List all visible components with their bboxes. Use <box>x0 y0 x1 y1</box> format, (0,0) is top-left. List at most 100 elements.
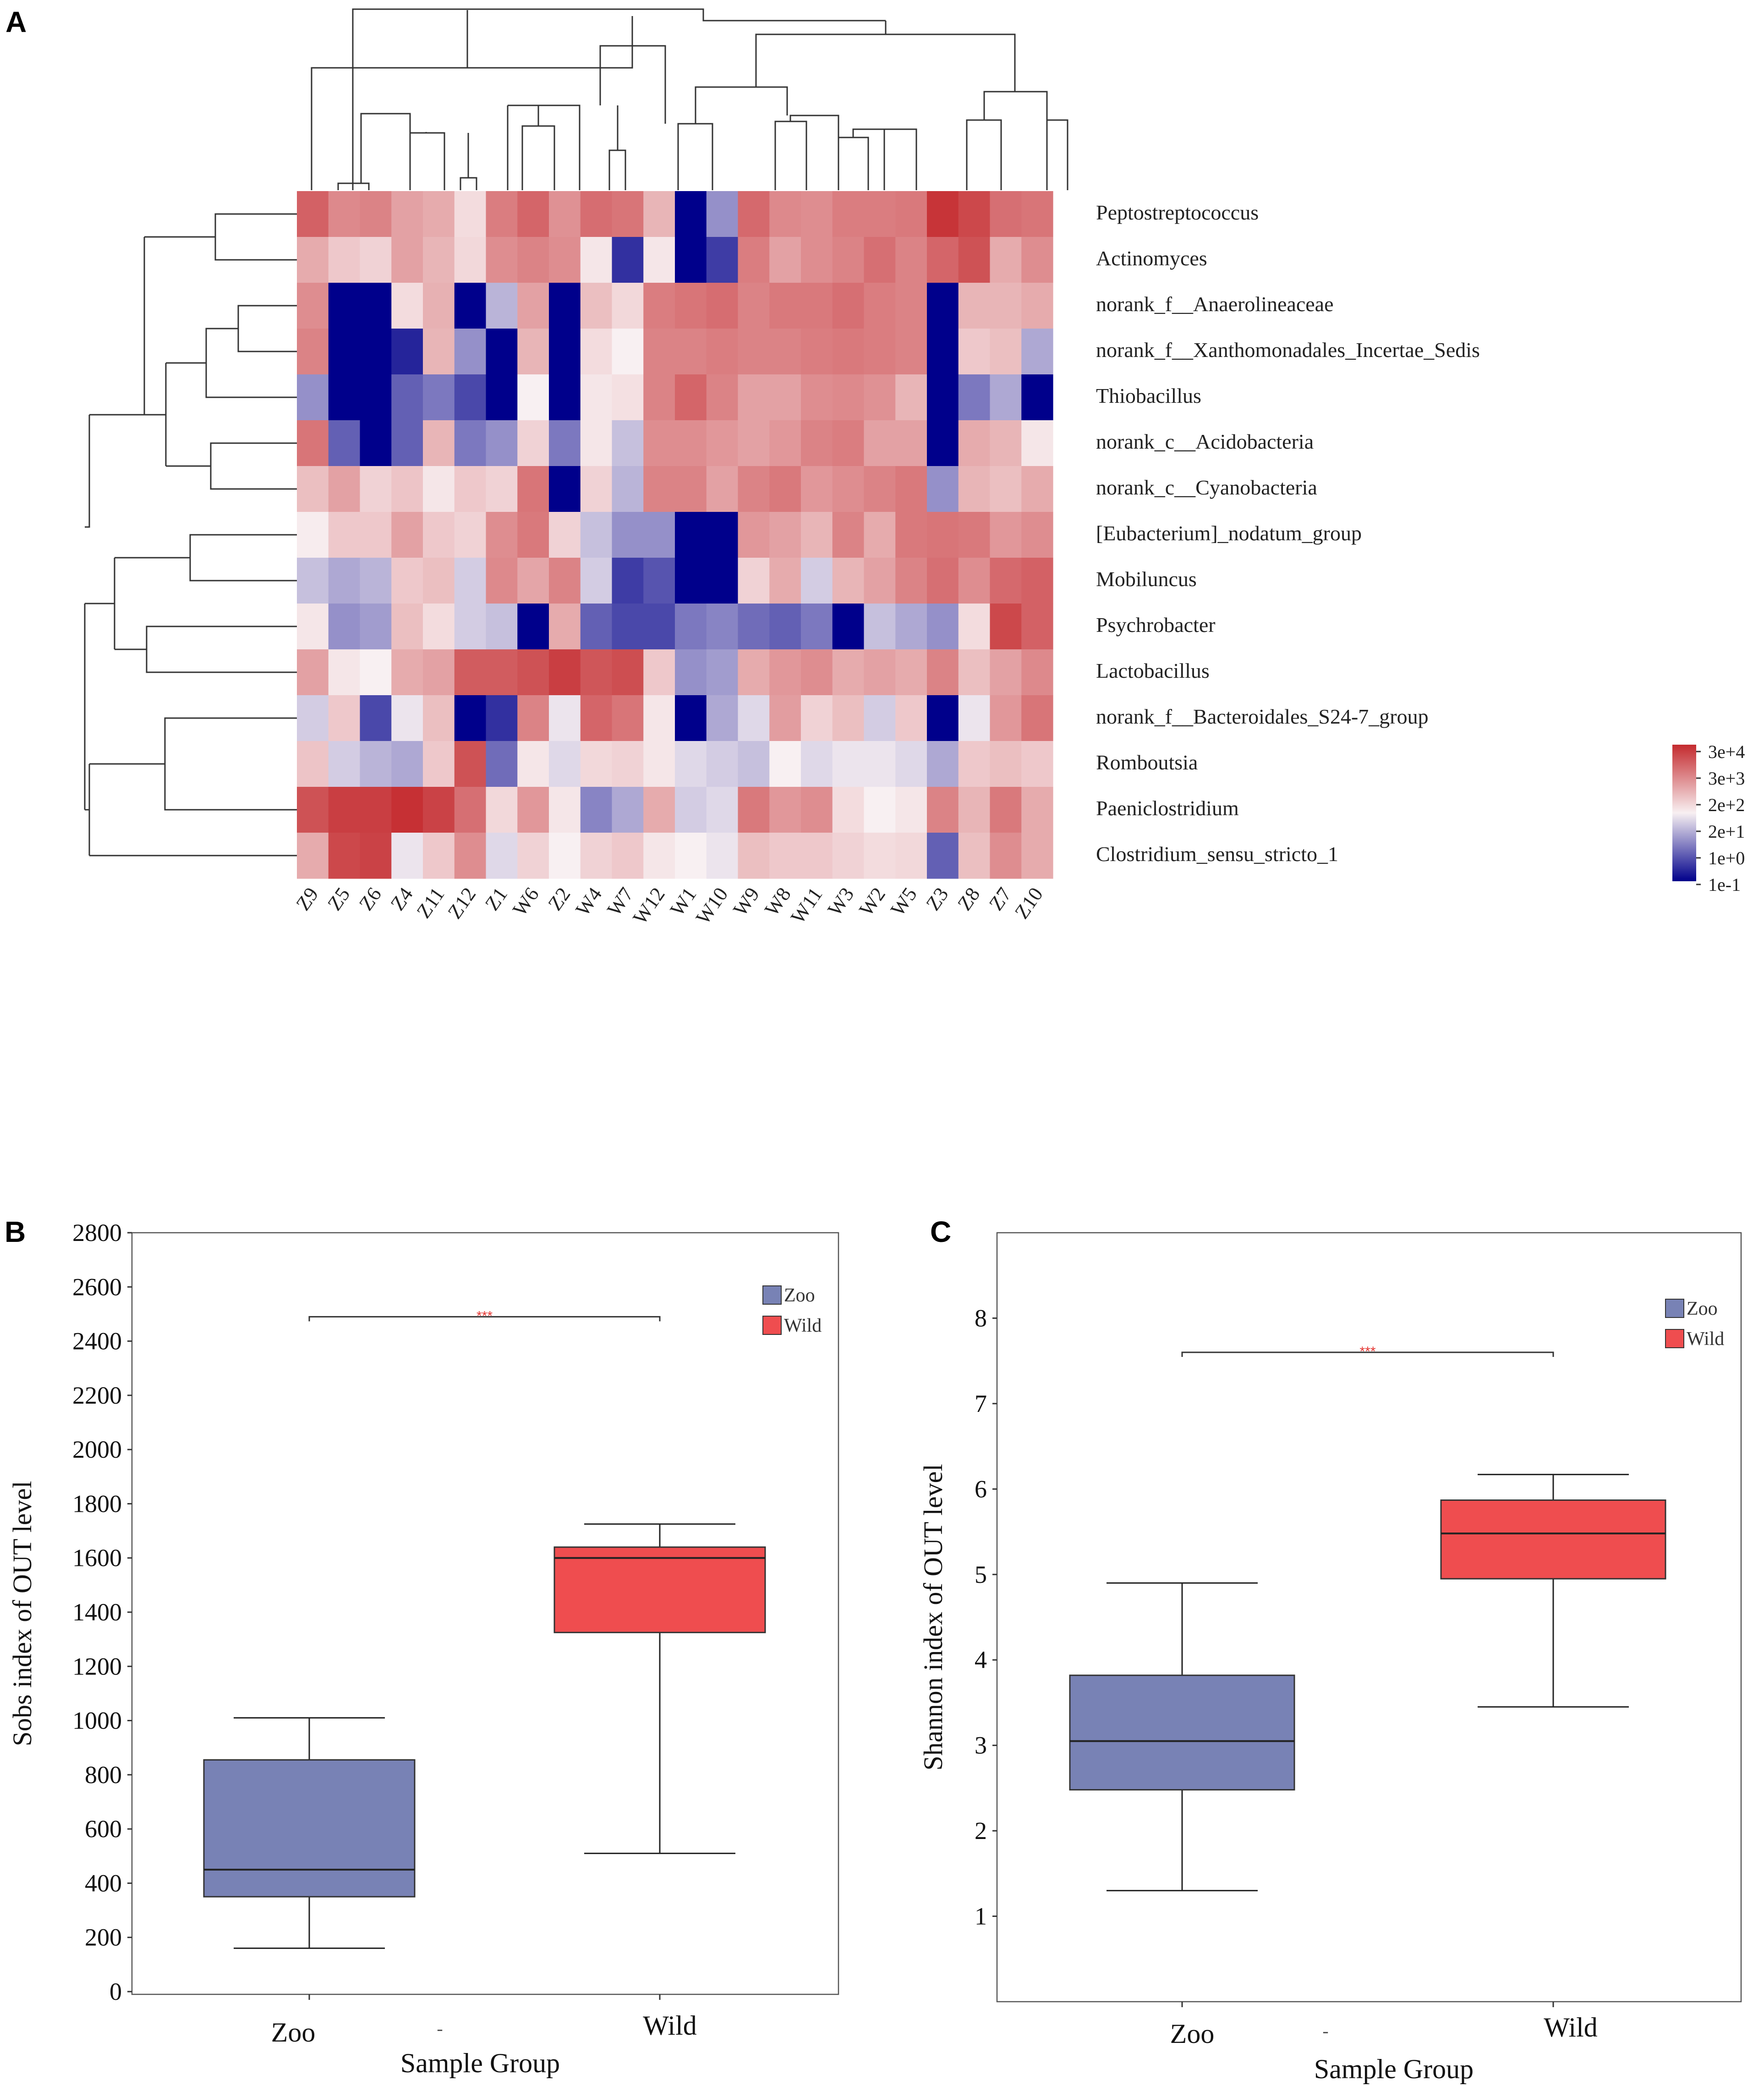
heatmap-cell <box>832 466 865 512</box>
y-tick-label: 1400 <box>72 1598 122 1626</box>
heatmap-cell <box>486 237 518 283</box>
heatmap-cell <box>958 741 991 787</box>
heatmap-cell <box>769 329 801 375</box>
heatmap-cell <box>801 466 833 512</box>
legend-label: Zoo <box>1687 1298 1718 1319</box>
heatmap-cell <box>1021 191 1053 237</box>
heatmap-cell <box>990 695 1022 741</box>
y-tick-label: 2200 <box>72 1382 122 1409</box>
heatmap-cell <box>927 558 959 604</box>
heatmap-cell <box>297 237 329 283</box>
heatmap-cell <box>801 512 833 558</box>
heatmap-cell <box>612 512 644 558</box>
heatmap-cell <box>486 649 518 696</box>
heatmap-cell <box>738 604 770 650</box>
heatmap-cell <box>580 558 613 604</box>
heatmap-cell <box>643 512 675 558</box>
y-tick-label: 1800 <box>72 1490 122 1517</box>
heatmap-row-label: norank_c__Acidobacteria <box>1096 430 1314 453</box>
heatmap-cell <box>958 283 991 329</box>
y-tick-label: 2 <box>975 1817 987 1844</box>
heatmap-cell <box>297 191 329 237</box>
heatmap-cell <box>454 329 487 375</box>
heatmap-cell <box>990 558 1022 604</box>
heatmap-cell <box>738 695 770 741</box>
panel-label-c: C <box>930 1215 951 1248</box>
heatmap-cell <box>612 237 644 283</box>
heatmap-cell <box>643 466 675 512</box>
heatmap-cell <box>423 695 455 741</box>
heatmap-cell <box>769 237 801 283</box>
heatmap-cell <box>895 558 927 604</box>
color-scale-label: 3e+3 <box>1708 768 1745 789</box>
heatmap-cell <box>328 466 361 512</box>
heatmap-cell <box>391 374 423 421</box>
heatmap-column-label: Z11 <box>412 884 449 922</box>
heatmap-cell <box>454 512 487 558</box>
heatmap-cell <box>423 191 455 237</box>
heatmap-cell <box>391 237 423 283</box>
heatmap-cell <box>486 787 518 833</box>
heatmap-cell <box>549 237 581 283</box>
heatmap-cell <box>801 833 833 879</box>
heatmap-cell <box>738 283 770 329</box>
heatmap-cell <box>612 374 644 421</box>
heatmap-cell <box>927 237 959 283</box>
heatmap-cell <box>517 787 549 833</box>
heatmap-cell <box>391 741 423 787</box>
heatmap-cell <box>675 558 707 604</box>
heatmap-cell <box>801 283 833 329</box>
y-tick-label: 1600 <box>72 1544 122 1572</box>
heatmap-cell <box>580 283 613 329</box>
heatmap-cell <box>958 558 991 604</box>
heatmap-cell <box>1021 466 1053 512</box>
heatmap-cell <box>328 283 361 329</box>
heatmap-cell <box>895 833 927 879</box>
heatmap-cell <box>832 649 865 696</box>
x-axis-label: Sample Group <box>400 2048 560 2078</box>
heatmap-column-label: Z9 <box>291 884 323 915</box>
heatmap-cell <box>391 787 423 833</box>
heatmap-cell <box>580 604 613 650</box>
y-tick-label: 3 <box>975 1732 987 1759</box>
heatmap-cell <box>328 237 361 283</box>
heatmap-cell <box>675 283 707 329</box>
heatmap-cell <box>580 649 613 696</box>
heatmap-cell <box>612 787 644 833</box>
heatmap-cell <box>990 833 1022 879</box>
heatmap-row-label: norank_f__Xanthomonadales_Incertae_Sedis <box>1096 338 1480 362</box>
heatmap-cell <box>360 741 392 787</box>
heatmap-cell <box>486 695 518 741</box>
heatmap-cell <box>549 649 581 696</box>
heatmap-cell <box>895 329 927 375</box>
heatmap-cell <box>423 374 455 421</box>
heatmap-cell <box>675 466 707 512</box>
heatmap-cell <box>391 604 423 650</box>
heatmap-cell <box>895 512 927 558</box>
heatmap-cell <box>895 237 927 283</box>
heatmap-cell <box>832 283 865 329</box>
heatmap-cell <box>328 420 361 467</box>
heatmap-row-label: Thiobacillus <box>1096 384 1201 407</box>
plot-frame <box>131 1232 839 1995</box>
x-tick-label: Wild <box>1544 2012 1598 2042</box>
heatmap-cell <box>549 191 581 237</box>
heatmap-cell <box>990 191 1022 237</box>
heatmap-cell <box>297 604 329 650</box>
heatmap-cell <box>612 649 644 696</box>
legend-swatch-zoo <box>762 1285 782 1305</box>
heatmap-cell <box>990 374 1022 421</box>
heatmap-cell <box>612 420 644 467</box>
heatmap-cell <box>706 649 739 696</box>
heatmap-cell <box>423 741 455 787</box>
significance-bracket <box>1181 1351 1554 1357</box>
heatmap-column-label: Z5 <box>323 884 354 915</box>
heatmap-cell <box>486 374 518 421</box>
heatmap-cell <box>643 420 675 467</box>
legend-swatch-wild <box>762 1316 782 1335</box>
heatmap-cell <box>738 787 770 833</box>
heatmap-cell <box>486 558 518 604</box>
heatmap-cell <box>328 833 361 879</box>
column-dendrogram <box>311 8 1068 190</box>
